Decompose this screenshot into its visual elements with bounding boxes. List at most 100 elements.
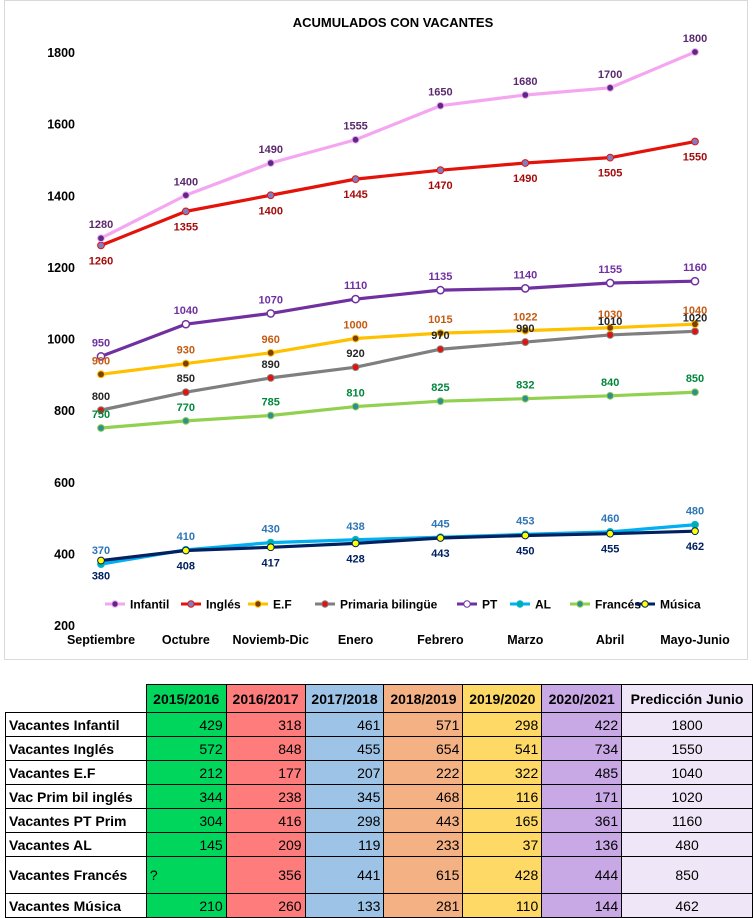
value-cell: 238: [225, 784, 306, 809]
value-cell: 344: [145, 784, 227, 809]
data-label: 1040: [683, 305, 707, 317]
value-cell: 144: [541, 893, 623, 918]
series-line: [100, 529, 696, 563]
vacancies-table: 2015/2016 2016/2017 2017/2018 2018/2019 …: [5, 684, 753, 918]
data-label: 1400: [258, 205, 282, 217]
prediction-cell: 1550: [621, 736, 753, 761]
x-tick-label: Abril: [596, 633, 624, 647]
data-label: 417: [262, 557, 280, 569]
x-tick-label: Enero: [338, 633, 374, 647]
value-cell: 422: [541, 712, 623, 737]
y-axis: 200 400 600 800 1000 1200 1400 1600 1800: [47, 46, 75, 633]
data-label: 450: [516, 545, 534, 557]
value-cell: 133: [304, 893, 385, 918]
value-cell: 734: [541, 736, 623, 761]
data-point: [181, 546, 190, 555]
data-label: 1020: [683, 312, 707, 324]
header-2019-2020: 2019/2020: [462, 684, 543, 713]
legend-label: Inglés: [206, 598, 241, 612]
data-label: 1022: [513, 312, 537, 324]
data-point: [97, 370, 105, 379]
data-point: [691, 327, 699, 336]
data-point: [181, 207, 190, 216]
series-line: [100, 139, 696, 247]
table-corner: [5, 684, 147, 713]
data-point: [97, 424, 105, 432]
data-point: [691, 520, 699, 529]
data-label: 1280: [89, 219, 113, 231]
header-2015-2016: 2015/2016: [145, 684, 227, 713]
data-point: [351, 334, 360, 343]
value-cell: 171: [541, 784, 623, 809]
legend-marker: [463, 600, 471, 608]
row-label: Vacantes AL: [5, 832, 147, 857]
data-label: 1010: [598, 316, 622, 328]
data-label: 1140: [513, 269, 537, 281]
legend-label: Música: [660, 598, 701, 612]
data-point: [97, 406, 105, 415]
value-cell: 571: [383, 712, 464, 737]
data-label: 430: [262, 524, 280, 536]
value-cell: 318: [225, 712, 306, 737]
data-point: [606, 391, 615, 400]
data-label: 1135: [428, 271, 452, 283]
data-point: [436, 397, 445, 406]
y-tick-label: 400: [54, 547, 75, 561]
x-tick-label: Octubre: [162, 633, 210, 647]
data-label: 1490: [513, 173, 537, 185]
x-tick-label: Marzo: [507, 633, 543, 647]
data-label: 1680: [513, 76, 537, 88]
table-row: Vacantes PT Prim 304 416 298 443 165 361 1160: [5, 808, 753, 833]
data-label: 1490: [258, 144, 282, 156]
data-point: [436, 285, 445, 295]
row-label: Vacantes Inglés: [5, 736, 147, 761]
value-cell: 485: [541, 760, 623, 785]
legend-marker: [641, 600, 649, 608]
value-cell: 572: [145, 736, 227, 761]
data-label: 1650: [428, 87, 452, 99]
value-cell: 615: [383, 856, 464, 894]
row-label: Vacantes E.F: [5, 760, 147, 785]
value-cell: 361: [541, 808, 623, 833]
data-label: 930: [177, 345, 195, 357]
series-4: [96, 276, 700, 361]
value-cell: 356: [225, 856, 306, 894]
value-cell: 209: [225, 832, 306, 857]
data-label: 480: [686, 506, 704, 518]
data-label: 800: [92, 391, 110, 403]
data-label: 1000: [343, 320, 367, 332]
legend-label: Francés: [595, 598, 641, 612]
header-2017-2018: 2017/2018: [304, 684, 385, 713]
header-2020-2021: 2020/2021: [541, 684, 623, 713]
legend-marker: [516, 600, 524, 608]
prediction-cell: 480: [621, 832, 753, 857]
data-label: 428: [346, 553, 364, 565]
data-label: 1400: [174, 176, 198, 188]
data-label: 445: [431, 518, 449, 530]
data-point: [351, 135, 360, 144]
legend-marker: [111, 600, 119, 608]
value-cell: 222: [383, 760, 464, 785]
data-point: [351, 539, 360, 548]
data-point: [97, 234, 105, 243]
data-point: [521, 91, 530, 99]
data-point: [351, 175, 360, 184]
value-cell: 654: [383, 736, 464, 761]
data-label: 1505: [598, 168, 622, 180]
value-cell: ?: [145, 856, 227, 894]
table-row: Vacantes AL 145 209 119 233 37 136 480: [5, 832, 753, 857]
data-point: [691, 388, 699, 397]
data-point: [181, 319, 191, 329]
legend-marker: [576, 600, 584, 608]
data-label: 770: [177, 402, 195, 414]
value-cell: 848: [225, 736, 306, 761]
data-point: [520, 284, 530, 293]
line-chart: ACUMULADOS CON VACANTES 200 400 600 800 1000…: [47, 15, 730, 647]
data-point: [606, 153, 615, 162]
header-2018-2019: 2018/2019: [383, 684, 464, 713]
data-label: 1700: [598, 69, 622, 81]
data-label: 408: [177, 561, 195, 573]
legend-label: E.F: [273, 598, 292, 612]
data-point: [266, 373, 275, 382]
series-7: [97, 527, 699, 565]
